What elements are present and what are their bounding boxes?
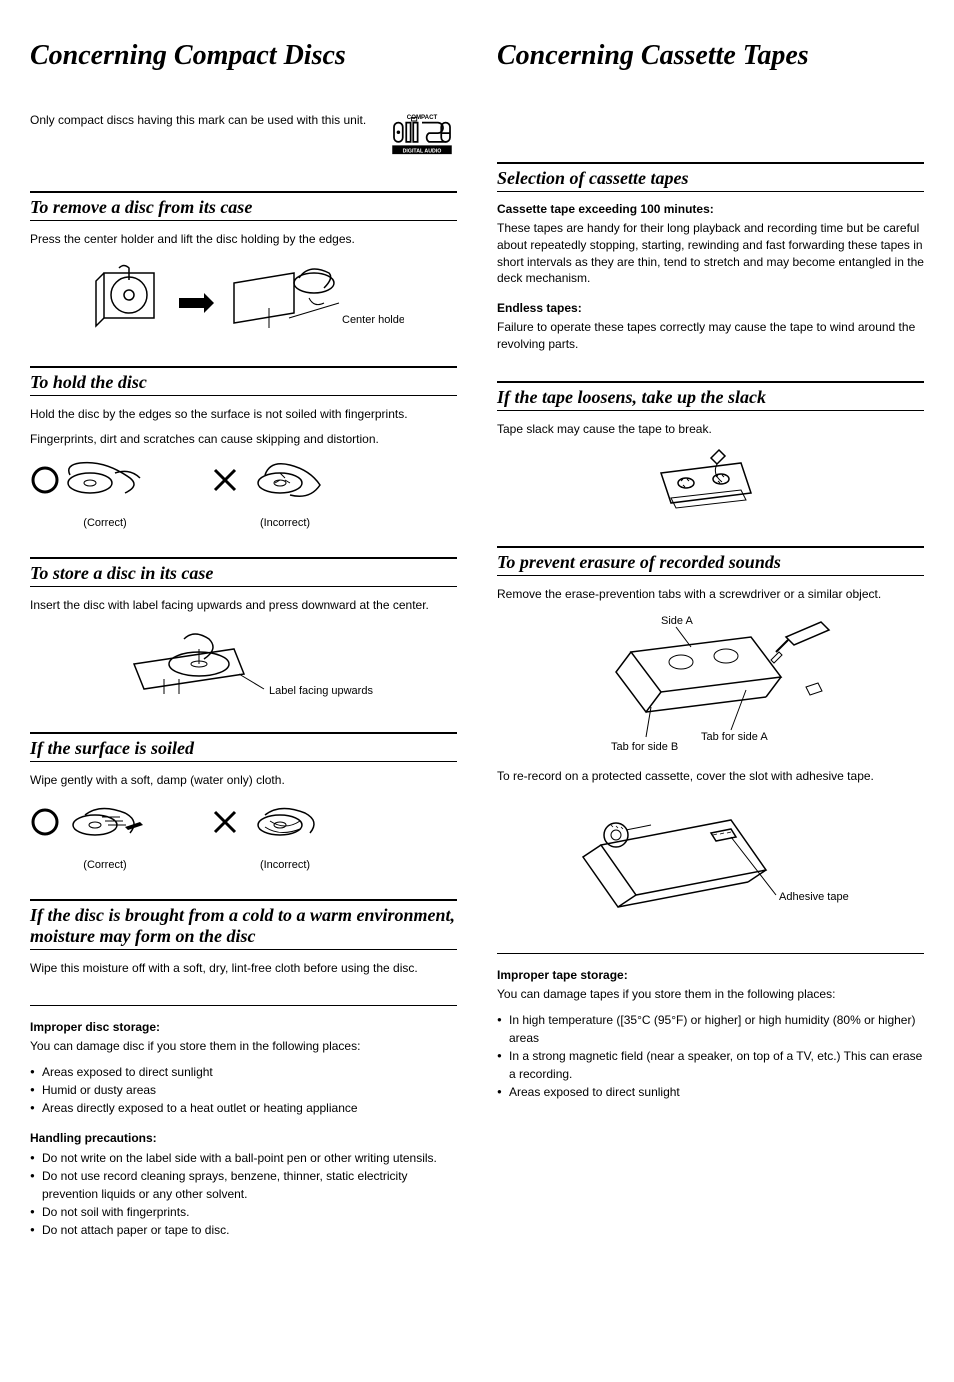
divider-right bbox=[497, 953, 924, 954]
list-item: Areas exposed to direct sunlight bbox=[30, 1063, 457, 1081]
soiled-incorrect-block: (Incorrect) bbox=[210, 797, 360, 871]
list-item: In high temperature ([35°C (95°F) or hig… bbox=[497, 1011, 924, 1047]
callout-side-a: Side A bbox=[661, 615, 693, 627]
text-store: Insert the disc with label facing upward… bbox=[30, 597, 457, 614]
improper-disc-block: Improper disc storage: You can damage di… bbox=[30, 1020, 457, 1117]
text-soiled: Wipe gently with a soft, damp (water onl… bbox=[30, 772, 457, 789]
left-column: Concerning Compact Discs Only compact di… bbox=[30, 40, 457, 1239]
heading-remove: To remove a disc from its case bbox=[30, 191, 457, 221]
list-item: Do not attach paper or tape to disc. bbox=[30, 1221, 457, 1239]
illus-store: Label facing upwards bbox=[30, 624, 457, 704]
cd-logo-bottom: DIGITAL AUDIO bbox=[403, 148, 442, 154]
improper-tape-bullets: In high temperature ([35°C (95°F) or hig… bbox=[497, 1011, 924, 1101]
section-remove: To remove a disc from its case Press the… bbox=[30, 191, 457, 338]
right-column: Concerning Cassette Tapes Selection of c… bbox=[497, 40, 924, 1239]
improper-disc-bullets: Areas exposed to direct sunlight Humid o… bbox=[30, 1063, 457, 1117]
compact-disc-logo: COMPACT DIGITAL AUDIO bbox=[387, 112, 457, 161]
list-item: Areas directly exposed to a heat outlet … bbox=[30, 1099, 457, 1117]
text-erasure: Remove the erase-prevention tabs with a … bbox=[497, 586, 924, 603]
text-remove: Press the center holder and lift the dis… bbox=[30, 231, 457, 248]
section-loosens: If the tape loosens, take up the slack T… bbox=[497, 381, 924, 518]
improper-tape-lead: You can damage tapes if you store them i… bbox=[497, 986, 924, 1003]
soiled-correct-block: (Correct) bbox=[30, 797, 180, 871]
heading-hold: To hold the disc bbox=[30, 366, 457, 396]
callout-label-up: Label facing upwards bbox=[269, 685, 373, 697]
hold-incorrect-label: (Incorrect) bbox=[210, 517, 360, 529]
text-cold: Wipe this moisture off with a soft, dry,… bbox=[30, 960, 457, 977]
illus-erase-tabs: Side A Tab for side B bbox=[497, 612, 924, 762]
section-selection: Selection of cassette tapes Cassette tap… bbox=[497, 162, 924, 353]
list-item: Do not soil with fingerprints. bbox=[30, 1203, 457, 1221]
selection-sub1-body: These tapes are handy for their long pla… bbox=[497, 220, 924, 287]
soiled-correct-label: (Correct) bbox=[30, 859, 180, 871]
selection-sub2-title: Endless tapes: bbox=[497, 301, 924, 315]
text-hold1: Hold the disc by the edges so the surfac… bbox=[30, 406, 457, 423]
section-erasure: To prevent erasure of recorded sounds Re… bbox=[497, 546, 924, 926]
heading-erasure: To prevent erasure of recorded sounds bbox=[497, 546, 924, 576]
list-item: In a strong magnetic field (near a speak… bbox=[497, 1047, 924, 1083]
improper-disc-title: Improper disc storage: bbox=[30, 1020, 457, 1034]
intro-text: Only compact discs having this mark can … bbox=[30, 112, 367, 129]
improper-tape-block: Improper tape storage: You can damage ta… bbox=[497, 968, 924, 1101]
selection-sub1-title: Cassette tape exceeding 100 minutes: bbox=[497, 202, 924, 216]
hold-correct-row: (Correct) (Incorrect) bbox=[30, 455, 457, 529]
intro-row: Only compact discs having this mark can … bbox=[30, 112, 457, 161]
illus-adhesive: Adhesive tape bbox=[497, 795, 924, 925]
illus-remove: Center holder bbox=[30, 258, 457, 338]
heading-loosens: If the tape loosens, take up the slack bbox=[497, 381, 924, 411]
handling-title: Handling precautions: bbox=[30, 1131, 457, 1145]
improper-tape-title: Improper tape storage: bbox=[497, 968, 924, 982]
list-item: Do not use record cleaning sprays, benze… bbox=[30, 1167, 457, 1203]
section-store: To store a disc in its case Insert the d… bbox=[30, 557, 457, 704]
heading-cold: If the disc is brought from a cold to a … bbox=[30, 899, 457, 950]
soiled-incorrect-label: (Incorrect) bbox=[210, 859, 360, 871]
left-main-title: Concerning Compact Discs bbox=[30, 40, 457, 72]
text-hold2: Fingerprints, dirt and scratches can cau… bbox=[30, 431, 457, 448]
section-hold: To hold the disc Hold the disc by the ed… bbox=[30, 366, 457, 530]
soiled-correct-row: (Correct) (Incorrect) bbox=[30, 797, 457, 871]
heading-selection: Selection of cassette tapes bbox=[497, 162, 924, 192]
section-cold: If the disc is brought from a cold to a … bbox=[30, 899, 457, 977]
callout-center-holder: Center holder bbox=[342, 314, 404, 326]
callout-adhesive: Adhesive tape bbox=[779, 891, 849, 903]
callout-tab-b: Tab for side B bbox=[611, 741, 678, 753]
text-erasure2: To re-record on a protected cassette, co… bbox=[497, 768, 924, 785]
heading-store: To store a disc in its case bbox=[30, 557, 457, 587]
hold-correct-block: (Correct) bbox=[30, 455, 180, 529]
handling-bullets: Do not write on the label side with a ba… bbox=[30, 1149, 457, 1239]
illus-cassette-slack bbox=[497, 448, 924, 518]
list-item: Areas exposed to direct sunlight bbox=[497, 1083, 924, 1101]
hold-correct-label: (Correct) bbox=[30, 517, 180, 529]
list-item: Do not write on the label side with a ba… bbox=[30, 1149, 457, 1167]
section-soiled: If the surface is soiled Wipe gently wit… bbox=[30, 732, 457, 871]
text-loosens: Tape slack may cause the tape to break. bbox=[497, 421, 924, 438]
right-main-title: Concerning Cassette Tapes bbox=[497, 40, 924, 72]
callout-tab-a: Tab for side A bbox=[701, 731, 768, 743]
list-item: Humid or dusty areas bbox=[30, 1081, 457, 1099]
selection-sub2-body: Failure to operate these tapes correctly… bbox=[497, 319, 924, 353]
handling-block: Handling precautions: Do not write on th… bbox=[30, 1131, 457, 1239]
hold-incorrect-block: (Incorrect) bbox=[210, 455, 360, 529]
heading-soiled: If the surface is soiled bbox=[30, 732, 457, 762]
divider bbox=[30, 1005, 457, 1006]
page-root: Concerning Compact Discs Only compact di… bbox=[30, 40, 924, 1239]
improper-disc-lead: You can damage disc if you store them in… bbox=[30, 1038, 457, 1055]
